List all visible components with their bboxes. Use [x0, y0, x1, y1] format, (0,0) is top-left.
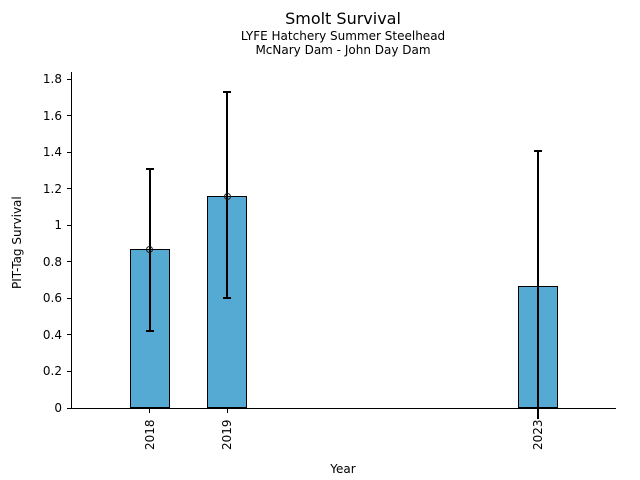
x-tick-label-2023: 2023: [531, 419, 546, 450]
y-axis-tick: [67, 224, 72, 226]
y-axis-tick: [67, 151, 72, 153]
y-tick-label: 0: [54, 401, 62, 415]
y-axis-tick: [67, 115, 72, 117]
error-cap-top-2018: [145, 167, 154, 170]
y-tick-label: 1: [54, 218, 62, 233]
error-cap-top-2019: [223, 91, 232, 94]
plot-area: 0 0.2 0.4 0.6 0.8 1 1.2 1.4 1.6 1.8 2018 2019 2023: [43, 72, 616, 450]
y-tick-label: 1.8: [42, 72, 62, 87]
x-tick-label-2019: 2019: [220, 419, 235, 450]
y-tick-label: 1.6: [42, 108, 62, 123]
y-axis-tick: [67, 297, 72, 299]
chart-title: Smolt Survival: [285, 9, 401, 28]
error-cap-bottom-2018: [145, 330, 154, 333]
y-axis-tick: [67, 334, 72, 336]
x-tick-label-2018: 2018: [142, 419, 157, 450]
point-marker-2018: [146, 245, 154, 253]
y-axis-label: PIT-Tag Survival: [10, 196, 24, 289]
chart-subtitle-reach: McNary Dam - John Day Dam: [255, 43, 431, 57]
y-tick-label: 0.6: [42, 291, 62, 306]
error-cap-top-2023: [534, 149, 543, 152]
chart-subtitle-hatchery: LYFE Hatchery Summer Steelhead: [240, 29, 446, 43]
y-tick-label: 1.2: [42, 181, 62, 196]
y-axis-tick: [67, 261, 72, 263]
error-cap-bottom-2019: [223, 297, 232, 300]
error-bar-2023: [537, 150, 540, 419]
y-tick-label: 0.8: [42, 254, 62, 269]
y-tick-label: 0.4: [42, 327, 62, 342]
y-axis-tick: [67, 78, 72, 80]
y-axis-tick: [67, 188, 72, 190]
y-tick-label: 0.2: [42, 364, 62, 379]
x-axis-label: Year: [330, 462, 356, 476]
point-marker-2019: [223, 192, 231, 200]
x-axis-tick: [149, 409, 151, 413]
y-axis-tick: [67, 370, 72, 372]
x-axis-tick: [226, 409, 228, 413]
y-axis-tick: [67, 407, 72, 409]
y-tick-label: 1.4: [42, 145, 62, 160]
